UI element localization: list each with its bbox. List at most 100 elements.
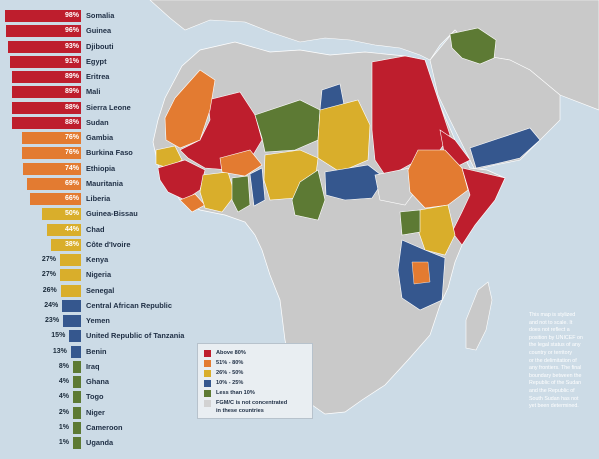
prevalence-value: 27% <box>41 271 56 279</box>
country-name: Côte d'Ivoire <box>86 239 131 249</box>
prevalence-value: 8% <box>58 362 69 370</box>
legend-swatch <box>204 360 211 367</box>
country-name: Gambia <box>86 133 114 142</box>
country-name: Sudan <box>86 117 109 127</box>
prevalence-value: 1% <box>58 439 69 446</box>
country-name: Ghana <box>86 377 109 386</box>
legend-label: Above 80% <box>216 350 246 356</box>
country-name: Cameroon <box>86 422 123 432</box>
bar-row: 8% Iraq <box>0 360 150 374</box>
disclaimer-note: This map is stylized and not to scale. It… <box>529 312 593 411</box>
prevalence-value: 4% <box>58 393 69 401</box>
ghana-region <box>231 175 251 213</box>
country-name: Nigeria <box>86 270 112 280</box>
prevalence-value: 89% <box>64 88 79 96</box>
prevalence-bar <box>10 55 81 68</box>
eritrea-djibouti-region <box>439 129 471 167</box>
prevalence-bar <box>63 315 81 327</box>
legend-swatch <box>204 390 211 397</box>
yemen-region <box>469 127 541 169</box>
prevalence-value: 27% <box>41 256 56 263</box>
legend-swatch <box>204 370 211 377</box>
prevalence-bar <box>21 132 81 144</box>
bar-row: 66% Liberia <box>0 192 150 206</box>
bar-row: 50% Guinea-Bissau <box>0 207 150 221</box>
bar-row: 44% Chad <box>0 223 150 237</box>
legend-item: FGM/C is not concentrated in these countr… <box>204 399 310 414</box>
country-name: Guinea <box>86 26 112 36</box>
note-line: any frontiers. The final <box>529 365 582 372</box>
prevalence-bar <box>42 208 81 221</box>
bar-row: 1% Uganda <box>0 436 150 450</box>
iraq-region <box>449 27 497 65</box>
bar-row: 76% Burkina Faso <box>0 146 150 160</box>
note-line: Republic of the Sudan <box>529 380 582 387</box>
legend-item: 10% - 25% <box>204 379 310 389</box>
prevalence-value: 2% <box>58 408 69 416</box>
prevalence-value: 44% <box>64 225 79 233</box>
prevalence-value: 93% <box>64 42 79 50</box>
prevalence-bar <box>4 10 81 22</box>
cameroon-region <box>291 169 326 221</box>
prevalence-bar <box>46 223 81 236</box>
prevalence-bar <box>11 86 81 99</box>
prevalence-value: 1% <box>58 423 69 431</box>
note-line: the legal status of any <box>529 342 581 349</box>
prevalence-value: 66% <box>64 195 79 202</box>
note-line: and the Republic of <box>529 387 575 394</box>
country-name: Iraq <box>86 361 100 371</box>
note-line: position by UNICEF on <box>529 334 583 341</box>
prevalence-bar <box>29 193 81 205</box>
country-name: Guinea-Bissau <box>86 209 138 219</box>
prevalence-bar <box>8 40 81 53</box>
burkina-faso-region <box>219 149 263 177</box>
legend-label: 51% - 80% <box>216 360 244 366</box>
niger-region <box>254 99 321 153</box>
bar-row: 1% Cameroon <box>0 421 150 435</box>
map-legend: Above 80% 51% - 80% 26% - 50% 10% - 25% Less… <box>197 343 313 419</box>
legend-label: 26% - 50% <box>216 370 244 376</box>
prevalence-value: 74% <box>64 164 79 172</box>
country-name: Uganda <box>86 438 114 447</box>
prevalence-bar <box>60 284 81 297</box>
country-name: Ethiopia <box>86 163 116 173</box>
country-name: Central African Republic <box>86 300 172 310</box>
prevalence-bar <box>12 101 81 114</box>
prevalence-bar <box>73 376 81 388</box>
prevalence-value: 50% <box>64 210 79 218</box>
legend-label: Less than 10% <box>216 390 255 396</box>
bar-row: 26% Senegal <box>0 284 150 298</box>
bar-row: 89% Eritrea <box>0 70 150 84</box>
country-name: Yemen <box>86 316 110 325</box>
country-name: Burkina Faso <box>86 148 133 158</box>
legend-swatch <box>204 350 211 357</box>
prevalence-bar <box>27 177 81 190</box>
bar-row: 96% Guinea <box>0 24 150 38</box>
madagascar <box>465 281 493 351</box>
chad-region <box>317 99 371 173</box>
prevalence-bar <box>21 147 81 160</box>
bar-row: 15% United Republic of Tanzania <box>0 329 184 343</box>
prevalence-value: 76% <box>64 149 79 157</box>
prevalence-value: 4% <box>58 378 69 385</box>
bar-row: 91% Egypt <box>0 55 150 69</box>
prevalence-bar <box>6 25 81 38</box>
prevalence-value: 24% <box>44 301 59 309</box>
mali-region <box>179 91 263 171</box>
bar-row: 4% Togo <box>0 390 150 404</box>
country-name: Kenya <box>86 255 109 264</box>
country-name: Benin <box>86 346 107 356</box>
mauritania-region <box>164 69 216 149</box>
prevalence-value: 15% <box>51 332 66 340</box>
prevalence-value: 89% <box>64 73 79 80</box>
country-name: Egypt <box>86 56 107 66</box>
prevalence-bar <box>23 162 81 175</box>
prevalence-value: 76% <box>64 134 79 141</box>
legend-item: Above 80% <box>204 349 310 359</box>
prevalence-bar <box>62 299 81 312</box>
note-line: South Sudan has not <box>529 395 579 402</box>
prevalence-bar <box>51 238 81 251</box>
country-name: Mauritania <box>86 178 123 188</box>
prevalence-value: 96% <box>64 27 79 35</box>
note-line: boundary between the <box>529 372 582 379</box>
